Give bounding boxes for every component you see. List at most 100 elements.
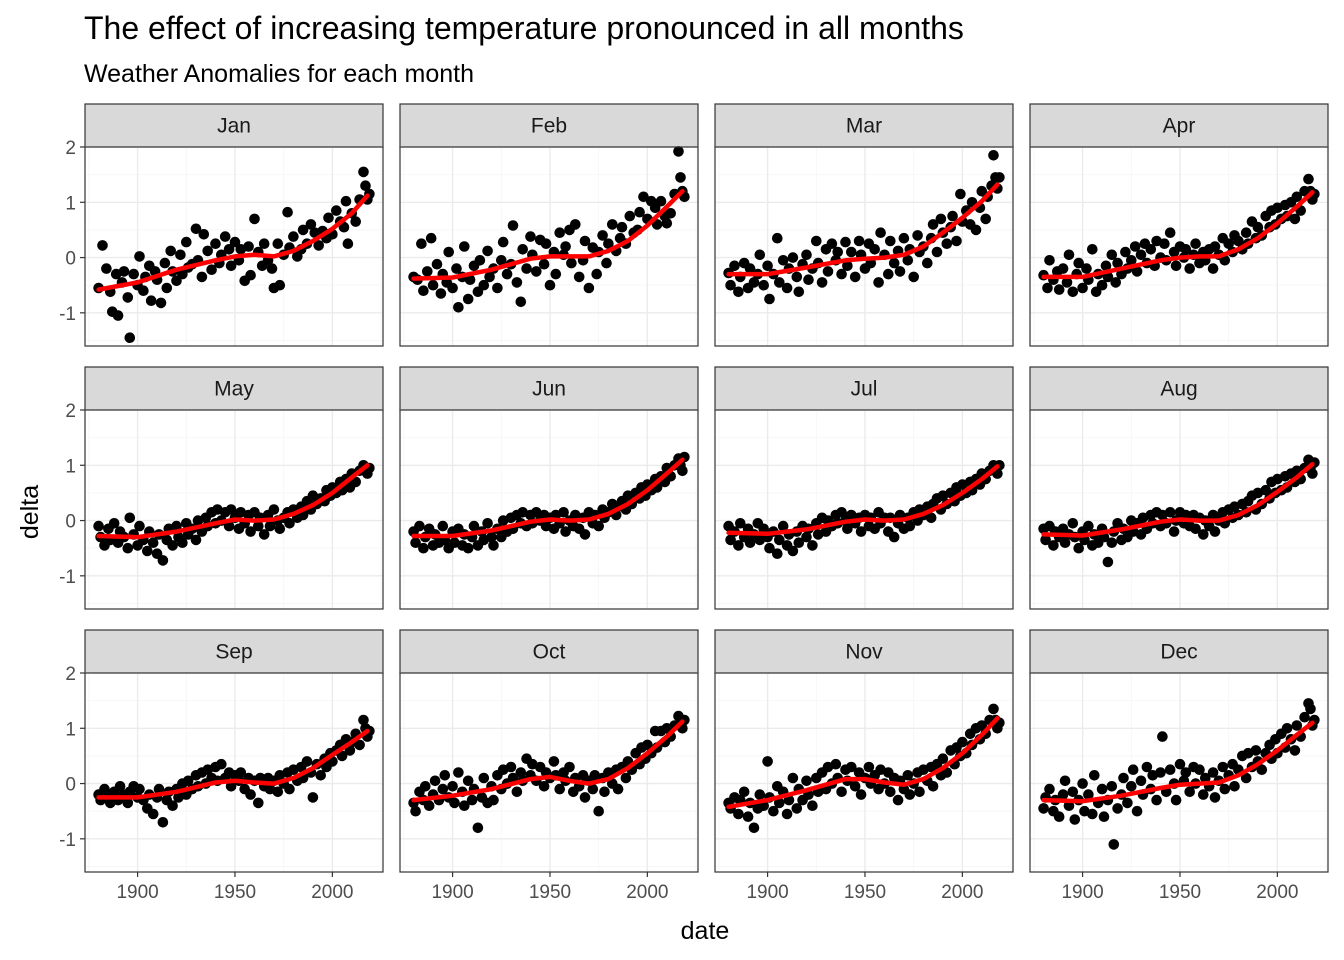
data-point xyxy=(904,520,916,532)
data-point xyxy=(462,542,474,554)
data-point xyxy=(599,786,610,798)
data-point xyxy=(908,271,919,283)
data-point xyxy=(1112,257,1123,269)
x-tick-label: 2000 xyxy=(311,882,353,903)
data-point xyxy=(1112,803,1123,814)
data-point xyxy=(1069,814,1081,825)
data-point xyxy=(1077,778,1088,789)
data-point xyxy=(642,739,653,751)
data-point xyxy=(177,537,188,548)
data-point xyxy=(591,268,602,280)
data-point xyxy=(182,775,194,787)
data-point xyxy=(1042,282,1053,294)
data-point xyxy=(540,238,552,249)
data-point xyxy=(505,761,517,773)
data-point xyxy=(793,286,805,298)
data-point xyxy=(1299,711,1310,723)
data-point xyxy=(235,767,247,778)
data-point xyxy=(892,794,904,806)
data-point xyxy=(482,518,493,529)
data-point xyxy=(601,257,612,269)
data-point xyxy=(482,245,493,257)
data-point xyxy=(216,758,227,770)
data-point xyxy=(447,781,458,792)
data-point xyxy=(1081,263,1092,274)
data-point xyxy=(801,775,812,787)
data-point xyxy=(801,249,812,261)
facet-panel-nov: Nov 1900 1950 2000 xyxy=(714,629,1014,903)
y-tick-label: 2 xyxy=(65,138,76,159)
data-point xyxy=(1190,523,1201,535)
data-point xyxy=(488,540,499,551)
data-point xyxy=(822,266,834,277)
panel-border xyxy=(714,672,1014,873)
data-point xyxy=(607,219,618,230)
data-point xyxy=(1233,235,1244,247)
data-point xyxy=(807,540,818,551)
data-point xyxy=(836,786,847,798)
data-point xyxy=(249,213,260,225)
y-tick-label: 1 xyxy=(65,719,76,740)
data-point xyxy=(1194,764,1205,775)
facet-strip-label: Dec xyxy=(1160,641,1197,664)
data-point xyxy=(1067,518,1079,529)
data-point xyxy=(781,282,793,294)
x-tick-label: 1950 xyxy=(1159,882,1201,903)
data-point xyxy=(836,268,847,280)
data-point xyxy=(484,271,495,283)
data-point xyxy=(1122,797,1133,809)
data-point xyxy=(245,789,256,800)
data-point xyxy=(1190,238,1201,249)
y-tick-label: 1 xyxy=(65,456,76,477)
panel-background xyxy=(715,410,1013,609)
data-point xyxy=(725,279,736,291)
data-point xyxy=(358,166,369,178)
data-point xyxy=(1073,542,1084,554)
data-point xyxy=(840,236,851,248)
data-point xyxy=(616,221,628,233)
data-point xyxy=(754,249,766,261)
data-point xyxy=(1184,786,1195,798)
data-point xyxy=(478,279,490,291)
data-point xyxy=(190,223,202,235)
panel-border xyxy=(399,409,699,610)
y-tick-label: 1 xyxy=(65,193,76,214)
data-point xyxy=(774,797,785,809)
data-point xyxy=(1083,789,1094,800)
data-point xyxy=(410,537,421,548)
facet-strip-label: Jun xyxy=(532,378,566,401)
data-point xyxy=(313,240,325,251)
smooth-line xyxy=(96,463,370,540)
facet-strip xyxy=(714,629,1014,674)
data-point xyxy=(1198,529,1209,540)
data-point xyxy=(849,781,861,792)
panel-border xyxy=(1029,146,1329,347)
data-point xyxy=(673,146,684,157)
data-point xyxy=(437,520,449,532)
data-point xyxy=(266,263,278,274)
data-point xyxy=(147,808,159,820)
data-point xyxy=(1077,282,1088,294)
x-tick-label: 1950 xyxy=(844,882,886,903)
data-point xyxy=(1096,279,1108,291)
data-point xyxy=(1057,789,1069,800)
data-point xyxy=(914,786,925,798)
data-point xyxy=(223,244,235,255)
data-point xyxy=(252,520,264,532)
data-point xyxy=(1289,213,1301,225)
data-point xyxy=(515,767,527,778)
data-point xyxy=(1040,534,1051,546)
data-point xyxy=(496,254,507,266)
facet-panel-jun: Jun xyxy=(399,366,699,610)
chart-title: The effect of increasing temperature pro… xyxy=(84,10,964,46)
smooth-line xyxy=(726,182,1000,277)
data-point xyxy=(1240,772,1252,784)
data-point xyxy=(122,542,134,554)
data-point xyxy=(229,236,241,248)
facet-panels: Jan 2 1 0 -1 Feb Mar Apr May 2 1 0 -1 Jun Jul Aug Sep 2 1 0… xyxy=(59,103,1329,903)
data-point xyxy=(1164,507,1176,518)
data-point xyxy=(264,520,276,532)
data-point xyxy=(414,520,425,532)
data-point xyxy=(1059,775,1071,787)
